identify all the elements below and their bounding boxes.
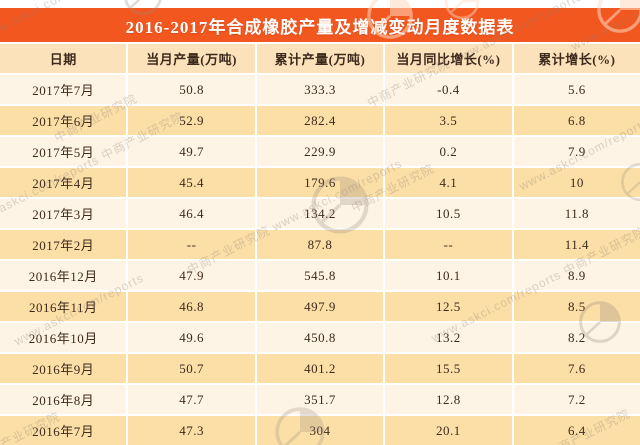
date-cell: 2016年7月 <box>0 416 127 445</box>
value-cell: 229.9 <box>256 137 384 166</box>
value-cell: 304 <box>256 416 384 445</box>
date-cell: 2017年4月 <box>0 168 127 197</box>
date-cell: 2017年2月 <box>0 230 127 259</box>
value-cell: 7.6 <box>513 354 640 383</box>
value-cell: 47.3 <box>128 416 255 445</box>
value-cell: 7.9 <box>513 137 640 166</box>
date-cell: 2016年10月 <box>0 323 127 352</box>
date-cell: 2016年9月 <box>0 354 127 383</box>
value-cell: 8.9 <box>513 261 640 290</box>
value-cell: 10 <box>513 168 640 197</box>
value-cell: 7.2 <box>513 385 640 414</box>
value-cell: 6.4 <box>513 416 640 445</box>
table-row: 2017年5月 49.7 229.9 0.2 7.9 <box>0 137 640 166</box>
column-header-date: 日期 <box>0 44 127 73</box>
value-cell: 4.1 <box>385 168 512 197</box>
value-cell: 497.9 <box>256 292 384 321</box>
value-cell: 11.4 <box>513 230 640 259</box>
table-row: 2016年11月 46.8 497.9 12.5 8.5 <box>0 292 640 321</box>
column-header-monthly-growth: 当月同比增长(%) <box>385 44 512 73</box>
date-cell: 2016年12月 <box>0 261 127 290</box>
value-cell: 450.8 <box>256 323 384 352</box>
value-cell: 46.8 <box>128 292 255 321</box>
table-row: 2016年9月 50.7 401.2 15.5 7.6 <box>0 354 640 383</box>
value-cell: 179.6 <box>256 168 384 197</box>
table-row: 2016年8月 47.7 351.7 12.8 7.2 <box>0 385 640 414</box>
value-cell: 49.7 <box>128 137 255 166</box>
date-cell: 2017年3月 <box>0 199 127 228</box>
value-cell: 282.4 <box>256 106 384 135</box>
value-cell: 45.4 <box>128 168 255 197</box>
value-cell: 401.2 <box>256 354 384 383</box>
date-cell: 2016年11月 <box>0 292 127 321</box>
column-header-cumulative-growth: 累计增长(%) <box>513 44 640 73</box>
value-cell: -- <box>385 230 512 259</box>
value-cell: -- <box>128 230 255 259</box>
table-row: 2017年4月 45.4 179.6 4.1 10 <box>0 168 640 197</box>
value-cell: 12.5 <box>385 292 512 321</box>
value-cell: 47.9 <box>128 261 255 290</box>
value-cell: 47.7 <box>128 385 255 414</box>
table-row: 2016年10月 49.6 450.8 13.2 8.2 <box>0 323 640 352</box>
value-cell: 545.8 <box>256 261 384 290</box>
table-row: 2016年12月 47.9 545.8 10.1 8.9 <box>0 261 640 290</box>
value-cell: 8.5 <box>513 292 640 321</box>
table-body: 2017年7月 50.8 333.3 -0.4 5.6 2017年6月 52.9 282.4 3… <box>0 75 640 445</box>
value-cell: 3.5 <box>385 106 512 135</box>
table-row: 2017年2月 -- 87.8 -- 11.4 <box>0 230 640 259</box>
value-cell: 8.2 <box>513 323 640 352</box>
date-cell: 2017年7月 <box>0 75 127 104</box>
value-cell: 134.2 <box>256 199 384 228</box>
value-cell: 46.4 <box>128 199 255 228</box>
value-cell: 15.5 <box>385 354 512 383</box>
value-cell: 50.8 <box>128 75 255 104</box>
date-cell: 2017年6月 <box>0 106 127 135</box>
value-cell: 12.8 <box>385 385 512 414</box>
table-row: 2017年3月 46.4 134.2 10.5 11.8 <box>0 199 640 228</box>
data-table: 日期 当月产量(万吨) 累计产量(万吨) 当月同比增长(%) 累计增长(%) 2… <box>0 44 640 445</box>
value-cell: 52.9 <box>128 106 255 135</box>
value-cell: 0.2 <box>385 137 512 166</box>
title-banner: 2016-2017年合成橡胶产量及增减变动月度数据表 <box>0 8 640 42</box>
value-cell: 6.8 <box>513 106 640 135</box>
value-cell: 333.3 <box>256 75 384 104</box>
value-cell: 5.6 <box>513 75 640 104</box>
value-cell: 50.7 <box>128 354 255 383</box>
page-title: 2016-2017年合成橡胶产量及增减变动月度数据表 <box>125 17 515 37</box>
date-cell: 2016年8月 <box>0 385 127 414</box>
value-cell: 10.1 <box>385 261 512 290</box>
table-row: 2016年7月 47.3 304 20.1 6.4 <box>0 416 640 445</box>
value-cell: 49.6 <box>128 323 255 352</box>
column-header-cumulative-output: 累计产量(万吨) <box>256 44 384 73</box>
value-cell: 13.2 <box>385 323 512 352</box>
value-cell: -0.4 <box>385 75 512 104</box>
value-cell: 351.7 <box>256 385 384 414</box>
value-cell: 87.8 <box>256 230 384 259</box>
value-cell: 20.1 <box>385 416 512 445</box>
table-row: 2017年6月 52.9 282.4 3.5 6.8 <box>0 106 640 135</box>
table-row: 2017年7月 50.8 333.3 -0.4 5.6 <box>0 75 640 104</box>
column-header-monthly-output: 当月产量(万吨) <box>128 44 255 73</box>
top-strip <box>0 0 640 8</box>
value-cell: 11.8 <box>513 199 640 228</box>
date-cell: 2017年5月 <box>0 137 127 166</box>
value-cell: 10.5 <box>385 199 512 228</box>
table-header-row: 日期 当月产量(万吨) 累计产量(万吨) 当月同比增长(%) 累计增长(%) <box>0 44 640 73</box>
